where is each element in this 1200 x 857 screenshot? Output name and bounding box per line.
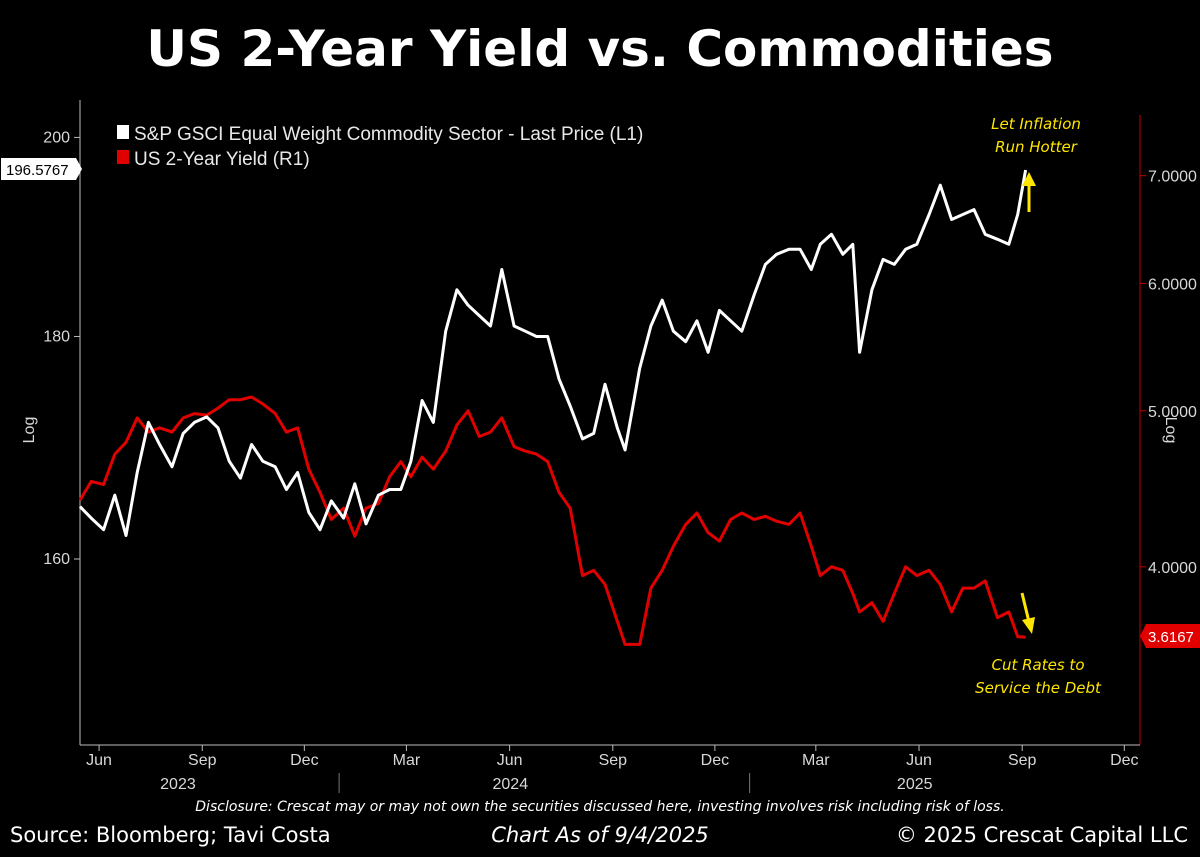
year-label: 2024 xyxy=(493,776,529,793)
x-tick-label: Sep xyxy=(599,752,628,769)
series-layer xyxy=(78,169,1028,646)
year-label: 2023 xyxy=(160,776,196,793)
legend-label-yield: US 2-Year Yield (R1) xyxy=(134,149,310,170)
legend-swatch-commodity xyxy=(117,125,129,139)
annotation-inflation-line2: Run Hotter xyxy=(995,138,1078,156)
last-value-left: 196.5767 xyxy=(6,162,69,179)
legend-background xyxy=(110,118,718,170)
x-tick-label: Jun xyxy=(86,752,112,769)
footer-disclosure: Disclosure: Crescat may or may not own t… xyxy=(195,799,1005,815)
commodity-series-line xyxy=(78,169,1028,537)
x-tick-label: Sep xyxy=(188,752,217,769)
x-tick-label: Dec xyxy=(1110,752,1138,769)
left-tick-label: 200 xyxy=(43,129,70,146)
annotation-cut-rates-line1: Cut Rates to xyxy=(992,656,1085,674)
right-axis-label: Log xyxy=(1162,417,1179,444)
legend-swatch-yield xyxy=(117,150,129,164)
footer-copyright: © 2025 Crescat Capital LLC xyxy=(895,823,1188,847)
footer-source: Source: Bloomberg; Tavi Costa xyxy=(10,823,331,847)
x-tick-label: Mar xyxy=(393,752,421,769)
chart-legend: S&P GSCI Equal Weight Commodity Sector -… xyxy=(110,118,718,170)
right-tick-label: 6.0000 xyxy=(1148,276,1197,293)
yield-series-line xyxy=(78,395,1026,646)
left-axis-label: Log xyxy=(21,417,38,444)
left-tick-label: 160 xyxy=(43,551,70,568)
x-tick-label: Mar xyxy=(802,752,830,769)
annotation-inflation-line1: Let Inflation xyxy=(991,115,1081,133)
annotation-cut-rates-line2: Service the Debt xyxy=(975,679,1102,697)
x-tick-label: Jun xyxy=(497,752,523,769)
arrow-down-icon xyxy=(1020,592,1035,634)
last-value-tag-right: 3.6167 xyxy=(1140,624,1200,648)
x-tick-label: Sep xyxy=(1008,752,1037,769)
right-tick-label: 7.0000 xyxy=(1148,169,1197,186)
x-tick-label: Dec xyxy=(701,752,729,769)
chart-axes: 160 180 200 4.0000 5.0000 6.0000 7.0000 Jun Sep D… xyxy=(43,100,1197,793)
left-tick-label: 180 xyxy=(43,328,70,345)
chart-title: US 2-Year Yield vs. Commodities xyxy=(146,20,1054,78)
legend-label-commodity: S&P GSCI Equal Weight Commodity Sector -… xyxy=(134,124,643,145)
chart-annotations: Let Inflation Run Hotter Cut Rates to Se… xyxy=(975,115,1102,697)
x-tick-label: Dec xyxy=(290,752,318,769)
right-tick-label: 4.0000 xyxy=(1148,560,1197,577)
right-tick-label: 5.0000 xyxy=(1148,404,1197,421)
year-label: 2025 xyxy=(897,776,933,793)
footer-as-of: Chart As of 9/4/2025 xyxy=(491,823,709,847)
x-tick-label: Jun xyxy=(906,752,932,769)
arrow-up-icon xyxy=(1022,172,1036,212)
last-value-right: 3.6167 xyxy=(1148,629,1194,646)
last-value-tag-left: 196.5767 xyxy=(1,158,82,180)
